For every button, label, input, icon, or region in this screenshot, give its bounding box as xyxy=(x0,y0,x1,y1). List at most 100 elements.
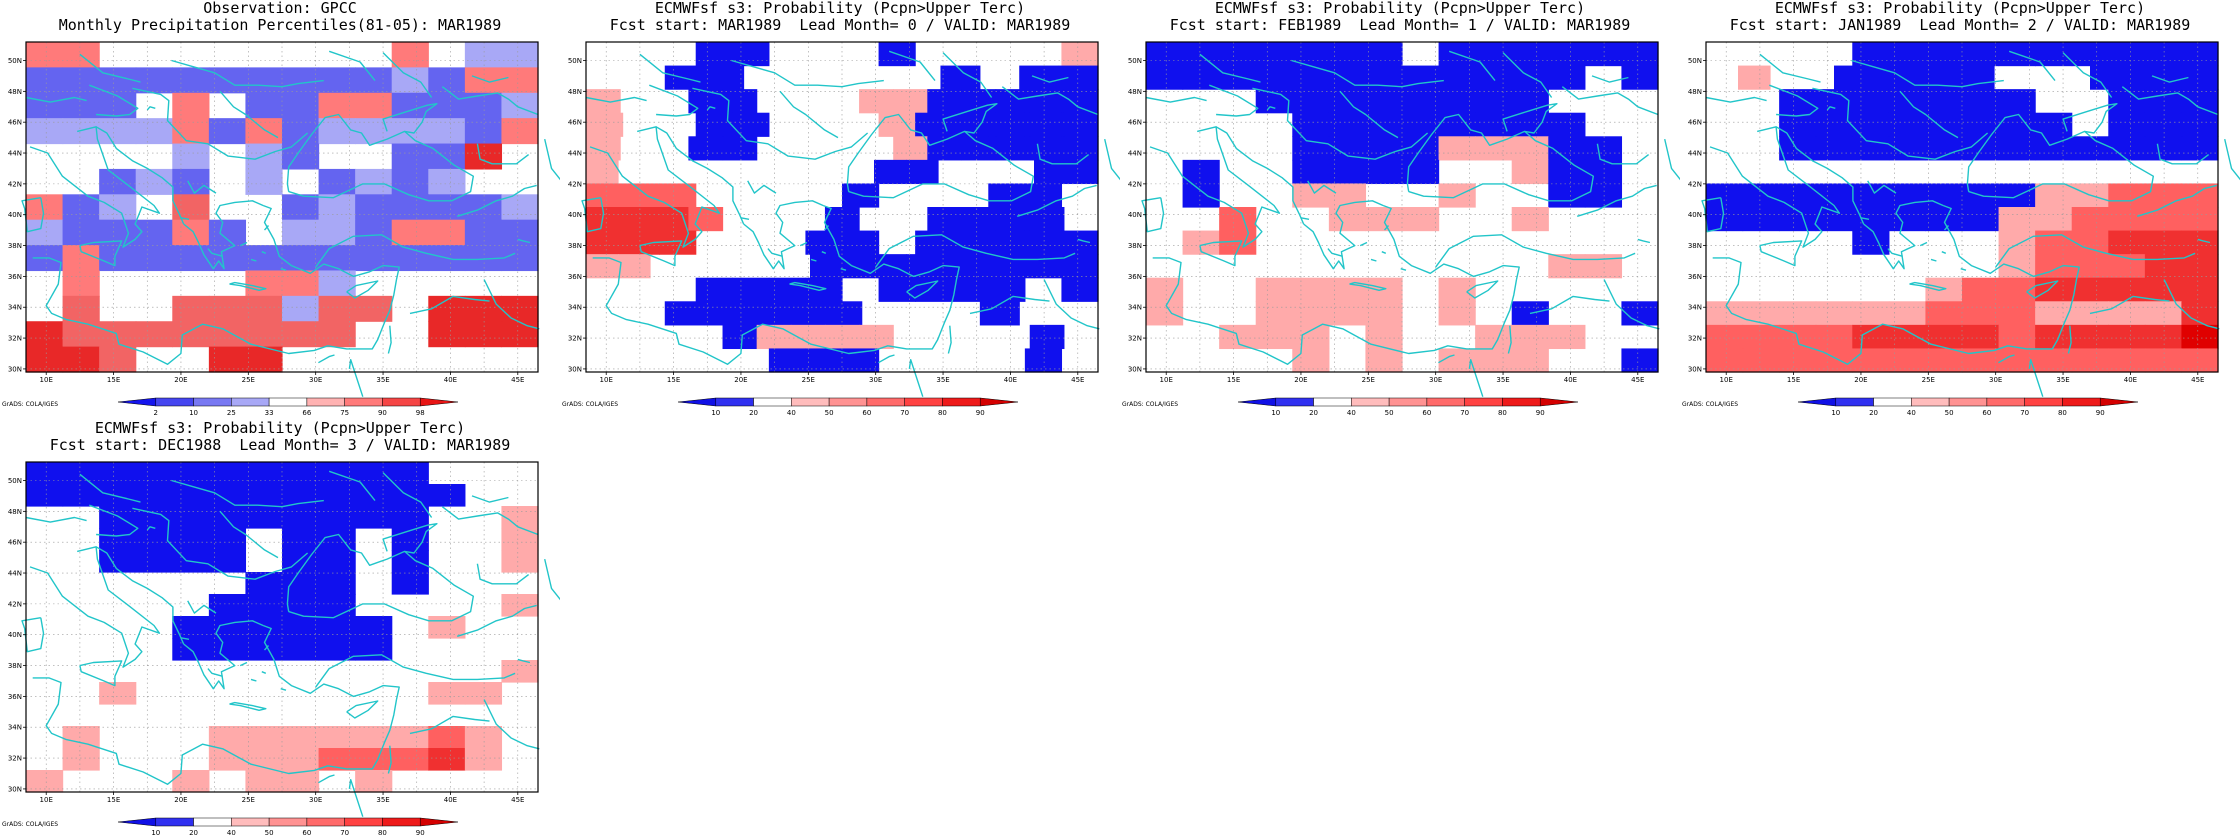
coastline xyxy=(239,661,248,667)
colorbar-label: 50 xyxy=(1945,409,1954,417)
map-panel-obs: Observation: GPCC Monthly Precipitation P… xyxy=(0,0,560,420)
grid-cell xyxy=(26,67,64,94)
lat-tick-label: 50N xyxy=(568,57,582,65)
colorbar-label: 10 xyxy=(1831,409,1840,417)
coastline xyxy=(328,470,376,502)
grid-cell xyxy=(172,168,210,195)
grid-cell xyxy=(282,67,320,94)
lon-tick-label: 35E xyxy=(936,376,949,384)
grid-cell xyxy=(1438,136,1476,161)
panel-subtitle: Fcst start: DEC1988 Lead Month= 3 / VALI… xyxy=(49,436,511,454)
grid-cell xyxy=(2181,230,2219,255)
grid-cell xyxy=(1548,42,1586,67)
grid-cell xyxy=(1852,136,1890,161)
grid-cell xyxy=(135,321,173,348)
panel-subtitle: Fcst start: JAN1989 Lead Month= 2 / VALI… xyxy=(1729,16,2191,34)
grid-cell xyxy=(979,301,1020,326)
lat-tick-label: 46N xyxy=(1128,119,1142,127)
map-figure: 10E 15E 20E 25E 30E 35E 40E 45E 30N 32N 34N 36N 38N 4… xyxy=(2,461,560,837)
grid-cell xyxy=(1548,112,1586,137)
grid-cell xyxy=(464,682,503,705)
grid-cell xyxy=(26,42,64,68)
grid-cell xyxy=(790,324,826,350)
grads-credit: GrADS: COLA/IGES xyxy=(562,401,618,408)
lat-tick-label: 50N xyxy=(8,477,22,485)
grid-cell xyxy=(135,484,173,507)
lat-tick-label: 48N xyxy=(1688,88,1702,96)
colorbar-label: 60 xyxy=(1422,409,1431,417)
grid-cell xyxy=(172,67,210,94)
grid-cell xyxy=(282,194,320,221)
grid-cell xyxy=(135,67,173,94)
grid-cell xyxy=(1063,136,1099,161)
colorbar-label: 98 xyxy=(416,409,425,417)
coastline xyxy=(1529,295,1610,315)
lon-tick-label: 35E xyxy=(2056,376,2069,384)
grid-cell xyxy=(501,194,539,221)
grid-cell xyxy=(2071,230,2109,255)
grid-cell xyxy=(1548,65,1586,90)
grid-cell xyxy=(1852,301,1890,326)
grid-cell xyxy=(2181,324,2219,350)
grid-cell xyxy=(135,506,173,529)
grid-cell xyxy=(282,219,320,246)
coastline xyxy=(32,677,398,785)
grid-cell xyxy=(1365,301,1403,326)
coastline xyxy=(132,87,309,160)
grid-cell xyxy=(1182,159,1220,185)
lon-tick-label: 25E xyxy=(242,376,255,384)
grid-cell xyxy=(135,462,173,485)
coastline xyxy=(262,204,400,280)
coastline xyxy=(1769,84,1819,117)
grid-cell xyxy=(208,638,247,661)
coastline xyxy=(346,700,379,719)
grid-cell xyxy=(355,616,393,639)
colorbar-swatch xyxy=(2024,397,2063,407)
grid-cell xyxy=(1925,42,1963,67)
colorbar-label: 80 xyxy=(938,409,947,417)
grid-cell xyxy=(951,277,989,302)
grid-cell xyxy=(1475,65,1513,90)
coastline xyxy=(1381,251,1387,254)
grid-cell xyxy=(622,183,660,208)
grid-cell xyxy=(208,295,247,322)
grid-cells xyxy=(586,42,1099,373)
grid-cell xyxy=(62,346,100,373)
coastline xyxy=(132,507,309,580)
coastline xyxy=(21,617,45,653)
map-figure: 10E 15E 20E 25E 30E 35E 40E 45E 30N 32N 34N 36N 38N 4… xyxy=(1122,41,1680,417)
grid-cell xyxy=(318,506,356,529)
colorbar-label: 20 xyxy=(749,409,758,417)
grid-cell xyxy=(2071,277,2109,302)
grid-cell xyxy=(915,230,953,255)
coastline xyxy=(187,180,217,194)
grid-cell xyxy=(62,295,100,322)
panel-subtitle: Monthly Precipitation Percentiles(81-05)… xyxy=(58,16,502,34)
grid-cell xyxy=(805,230,843,255)
lat-tick-label: 40N xyxy=(8,211,22,219)
grads-credit: GrADS: COLA/IGES xyxy=(2,821,58,828)
grid-cell xyxy=(822,301,863,326)
grid-cell xyxy=(464,726,503,749)
grid-cell xyxy=(26,484,64,507)
lon-tick-label: 20E xyxy=(1854,376,1867,384)
colorbar-swatch xyxy=(1539,397,1579,407)
grid-cell xyxy=(893,136,928,161)
coastline xyxy=(318,774,335,784)
coastline xyxy=(79,473,141,503)
grid-cell xyxy=(208,219,247,246)
grid-cell xyxy=(1063,89,1099,114)
colorbar-label: 33 xyxy=(265,409,274,417)
map-panel-lead2: ECMWFsf s3: Probability (Pcpn>Upper Terc… xyxy=(1680,0,2240,420)
grid-cell xyxy=(1255,42,1293,67)
grid-cell xyxy=(1742,207,1780,232)
grid-cell xyxy=(722,136,758,161)
coastline xyxy=(1382,204,1520,280)
colorbar-swatch xyxy=(193,817,232,827)
coastline xyxy=(229,701,267,711)
grid-cell xyxy=(1328,112,1367,137)
grads-credit: GrADS: COLA/IGES xyxy=(2,401,58,408)
colorbar-swatch xyxy=(1911,397,1950,407)
grid-cell xyxy=(208,726,247,749)
grid-cell xyxy=(26,321,64,348)
